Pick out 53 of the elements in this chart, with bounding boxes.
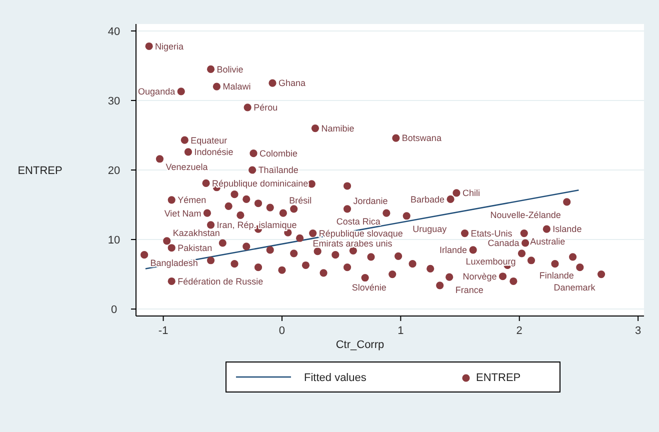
annotation: Costa Rica [336,216,380,226]
annotation: Pérou [254,102,278,113]
y-tick-label: 40 [108,26,120,38]
annotation: Barbade [410,194,445,204]
annotation: Nigeria [155,41,184,52]
annotation: Colombie [260,148,298,158]
annotation: Nouvelle-Zélande [490,210,561,220]
legend-label: Fitted values [304,372,367,384]
annotation: Botswana [402,133,442,144]
annotation: Pakistan [178,243,212,254]
annotation: Ouganda [138,86,176,97]
x-tick-label: 3 [635,325,642,337]
annotation: Jordanie [353,196,388,206]
y-tick-label: 10 [108,234,120,246]
annotation: Malawi [222,82,251,92]
annotation: Viet Nam [164,208,202,218]
y-tick-label: 30 [108,95,120,108]
annotation: Fédération de Russie [178,276,264,286]
annotation: Yémen [178,195,206,206]
x-tick-label: 1 [398,325,404,337]
annotation: Indonésie [194,147,234,158]
annotation: Luxembourg [466,256,516,267]
y-axis-title: ENTREP [18,164,62,177]
annotation: Namibie [321,123,354,134]
annotation: Iran, Rép. islamique [216,220,297,230]
x-tick-label: 2 [516,325,522,337]
annotation: Brésil [289,195,312,206]
annotation: Venezuela [166,162,208,172]
annotation: Norvège [462,272,497,282]
annotation: Bolivie [216,64,244,74]
legend-label: ENTREP [476,372,521,384]
y-tick-label: 0 [110,304,118,316]
annotation: Ghana [278,78,306,88]
annotation: Chili [462,188,480,198]
annotation: Islande [552,224,582,234]
annotation: Canada [488,238,520,248]
annotation: Emirats arabes unis [312,238,393,248]
x-tick-label: 0 [278,325,286,337]
annotation: Kazakhstan [172,228,220,238]
annotation: Irlande [440,245,468,256]
annotation: France [455,285,484,296]
annotation: Australie [530,236,566,246]
annotation: Uruguay [412,224,448,234]
annotation: Thaïlande [258,165,298,176]
x-axis-title: Ctr_Corrp [336,339,384,351]
y-tick-label: 20 [108,164,120,177]
annotation: Slovénie [352,282,386,292]
annotation: République dominicaine [212,178,308,188]
x-tick-label: -1 [158,325,168,337]
annotation: Etats-Unis [470,228,513,238]
annotation: Finlande [539,270,574,280]
annotation: Equateur [190,135,228,146]
annotation: Danemark [554,282,596,292]
